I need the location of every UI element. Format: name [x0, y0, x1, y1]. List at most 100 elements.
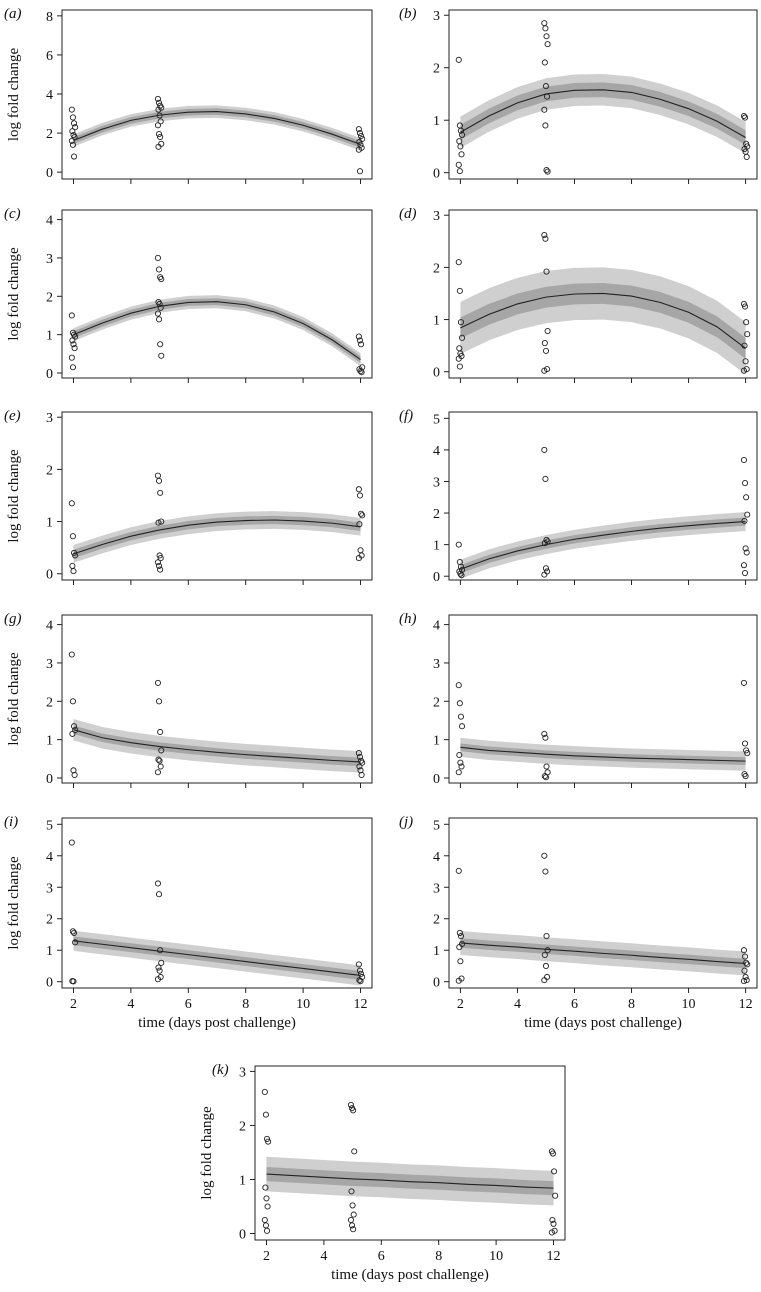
data-point [457, 933, 465, 940]
data-point [157, 133, 164, 141]
confidence-band-inner [460, 82, 746, 145]
data-point [356, 753, 364, 760]
data-point [70, 341, 77, 348]
data-point [741, 967, 748, 974]
data-point [155, 756, 162, 763]
x-tick-label: 8 [435, 1249, 442, 1264]
y-tick-label: 4 [433, 444, 440, 459]
data-point [156, 112, 163, 119]
data-point [542, 347, 550, 354]
y-tick-label: 1 [239, 1173, 246, 1188]
data-point [68, 106, 75, 113]
data-point [261, 1088, 268, 1095]
data-point [457, 319, 465, 326]
data-point [457, 759, 464, 766]
panel-g: 0 1 2 3 4 (g) log fold change [4, 611, 373, 788]
y-tick-label: 0 [433, 167, 440, 182]
y-tick-label: 5 [46, 818, 53, 833]
data-point [357, 547, 364, 554]
panel-label: (h) [399, 611, 417, 627]
fit-line [266, 1173, 554, 1189]
y-tick-label: 2 [46, 463, 53, 478]
data-point [544, 41, 551, 48]
data-point [157, 341, 164, 348]
data-point [69, 533, 76, 540]
data-point [456, 700, 463, 707]
data-point [456, 751, 463, 759]
data-point [355, 486, 362, 493]
data-point [741, 480, 749, 487]
data-point [69, 730, 76, 737]
x-tick-label: 2 [263, 1249, 270, 1264]
data-point [744, 511, 751, 518]
data-point [740, 562, 747, 569]
panel-f: 0 1 2 3 4 5 (f) [399, 408, 758, 585]
y-tick-label: 0 [239, 1228, 246, 1243]
data-point [155, 266, 163, 273]
confidence-band-inner [73, 298, 361, 364]
panel-label: (j) [399, 814, 413, 830]
y-tick-label: 1 [433, 539, 440, 554]
panel-a: 0 2 4 6 8 (a) log fold change [4, 6, 373, 184]
y-tick-label: 2 [433, 913, 440, 928]
data-point [741, 740, 749, 747]
data-point [157, 555, 164, 562]
data-point [543, 933, 550, 940]
x-tick-label: 12 [547, 1249, 561, 1264]
data-point [744, 750, 751, 757]
confidence-band-inner [460, 283, 746, 359]
y-tick-label: 0 [46, 166, 53, 181]
data-point [741, 953, 749, 960]
y-axis-title: log fold change [6, 247, 22, 341]
fit-line [73, 301, 361, 361]
y-tick-label: 4 [433, 850, 440, 865]
data-point [69, 364, 76, 371]
fit-line [460, 746, 746, 762]
y-tick-label: 4 [46, 850, 53, 865]
data-point [542, 962, 550, 970]
y-tick-label: 0 [433, 772, 440, 787]
data-point [740, 112, 747, 120]
y-tick-label: 0 [46, 976, 53, 991]
data-point [543, 33, 550, 40]
y-tick-label: 8 [46, 10, 53, 25]
data-point [541, 540, 548, 547]
data-point [355, 333, 362, 340]
data-point [154, 559, 161, 566]
data-point [356, 337, 364, 344]
x-axis-title: time (days post challenge) [524, 1015, 682, 1031]
data-point [262, 1222, 269, 1229]
data-point [68, 354, 75, 361]
plot-frame [61, 9, 373, 180]
plot-frame [254, 1065, 566, 1241]
data-point [154, 976, 161, 983]
y-tick-label: 3 [433, 475, 440, 490]
y-tick-label: 3 [433, 9, 440, 24]
data-point [456, 287, 463, 294]
data-point [261, 1216, 268, 1224]
y-tick-label: 1 [433, 314, 440, 329]
panel-b: 0 1 2 3 (b) [399, 6, 758, 184]
data-point [158, 747, 165, 754]
panel-label: (f) [399, 408, 413, 424]
x-tick-label: 8 [242, 997, 249, 1012]
plot-frame [448, 817, 758, 989]
y-tick-label: 4 [433, 619, 440, 634]
data-point [544, 168, 551, 175]
panel-d: 0 1 2 3 (d) [399, 206, 758, 383]
data-point [740, 679, 747, 686]
y-tick-label: 2 [46, 913, 53, 928]
data-point [358, 369, 365, 376]
data-point [157, 304, 164, 311]
data-point [541, 951, 548, 958]
data-point [541, 231, 548, 239]
data-point [158, 959, 165, 966]
data-point [158, 352, 165, 359]
data-point [456, 929, 463, 936]
panel-label: (c) [4, 206, 21, 222]
data-point [552, 1192, 559, 1199]
y-tick-label: 3 [433, 657, 440, 672]
data-point [743, 494, 750, 501]
